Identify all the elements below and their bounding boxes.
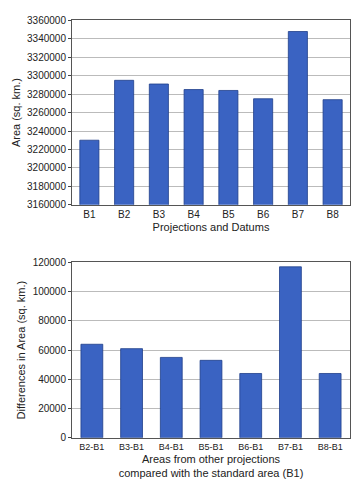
svg-text:B6: B6 (257, 209, 270, 220)
svg-text:20000: 20000 (38, 403, 66, 414)
svg-text:Differences in Area (sq. km.): Differences in Area (sq. km.) (15, 281, 27, 420)
svg-text:B3: B3 (153, 209, 166, 220)
svg-text:B4-B1: B4-B1 (159, 442, 184, 452)
svg-text:3160000: 3160000 (27, 199, 66, 210)
svg-text:B4: B4 (188, 209, 201, 220)
svg-text:B8: B8 (327, 209, 340, 220)
svg-text:3180000: 3180000 (27, 181, 66, 192)
svg-text:B8-B1: B8-B1 (318, 442, 343, 452)
svg-text:3200000: 3200000 (27, 162, 66, 173)
svg-text:40000: 40000 (38, 374, 66, 385)
svg-text:3280000: 3280000 (27, 89, 66, 100)
svg-text:B7-B1: B7-B1 (278, 442, 303, 452)
svg-text:B2: B2 (118, 209, 131, 220)
svg-text:B5: B5 (222, 209, 235, 220)
svg-text:Area (sq. km.): Area (sq. km.) (10, 78, 22, 147)
svg-text:B1: B1 (83, 209, 96, 220)
svg-text:3240000: 3240000 (27, 126, 66, 137)
svg-text:100000: 100000 (33, 286, 67, 297)
svg-text:B3-B1: B3-B1 (119, 442, 144, 452)
svg-text:3340000: 3340000 (27, 33, 66, 44)
svg-text:3220000: 3220000 (27, 144, 66, 155)
svg-text:Areas from other projectionsco: Areas from other projectionscompared wit… (119, 453, 304, 479)
svg-text:3320000: 3320000 (27, 52, 66, 63)
svg-text:60000: 60000 (38, 345, 66, 356)
svg-text:B2-B1: B2-B1 (79, 442, 104, 452)
svg-text:3300000: 3300000 (27, 70, 66, 81)
svg-text:80000: 80000 (38, 315, 66, 326)
svg-text:3260000: 3260000 (27, 107, 66, 118)
svg-text:B5-B1: B5-B1 (198, 442, 223, 452)
svg-text:120000: 120000 (33, 257, 67, 268)
svg-text:B6-B1: B6-B1 (238, 442, 263, 452)
svg-text:B7: B7 (292, 209, 305, 220)
svg-text:Projections and Datums: Projections and Datums (153, 221, 270, 233)
svg-text:0: 0 (60, 432, 66, 443)
svg-text:3360000: 3360000 (27, 15, 66, 26)
